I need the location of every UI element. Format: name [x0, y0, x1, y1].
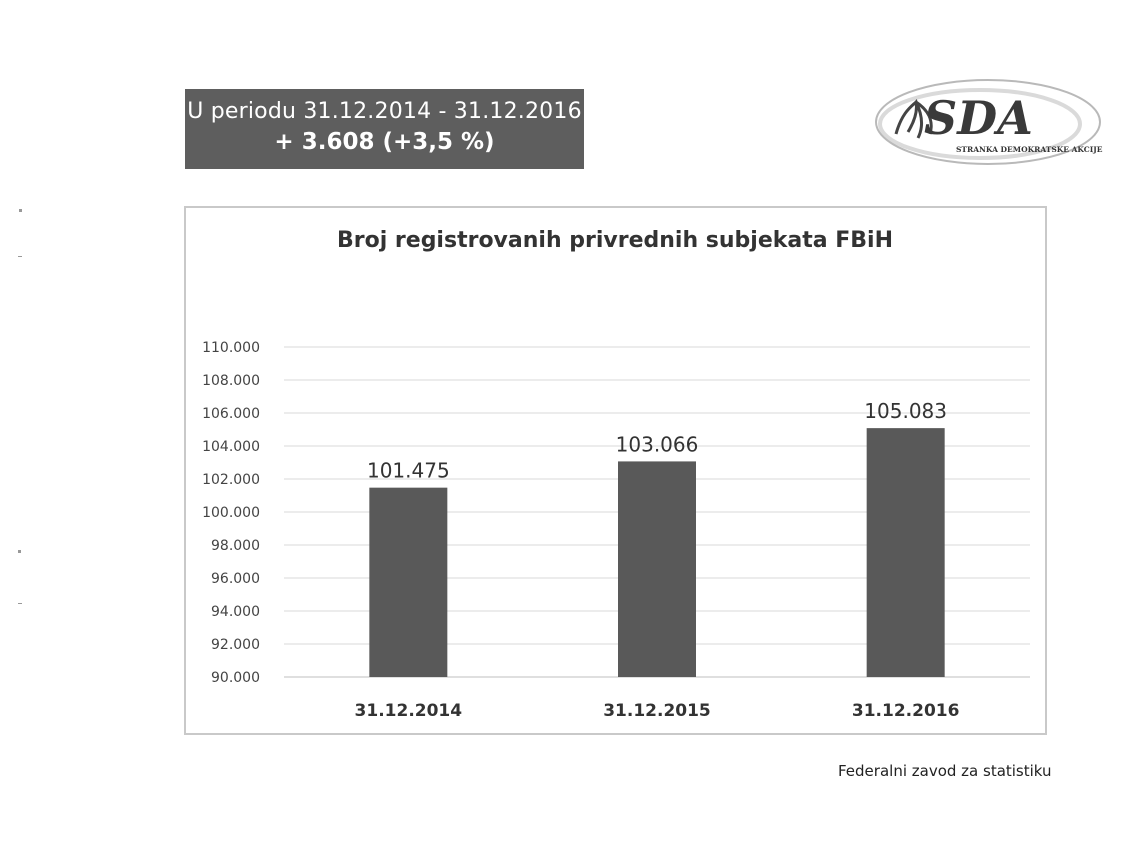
y-tick-label: 92.000: [211, 637, 260, 653]
y-tick-label: 90.000: [211, 670, 260, 686]
summary-box: U periodu 31.12.2014 - 31.12.2016 + 3.60…: [185, 89, 584, 169]
y-tick-label: 108.000: [202, 373, 260, 389]
scan-mark: [18, 550, 21, 553]
x-tick-label: 31.12.2015: [603, 701, 711, 721]
bar-chart: Broj registrovanih privrednih subjekata …: [202, 228, 1030, 721]
bar: [618, 461, 696, 677]
source-note: Federalni zavod za statistiku: [838, 762, 1052, 780]
scan-mark: [18, 603, 22, 604]
data-label: 101.475: [367, 459, 450, 483]
logo-full-name: STRANKA DEMOKRATSKE AKCIJE: [956, 145, 1103, 154]
y-tick-label: 104.000: [202, 439, 260, 455]
y-tick-label: 102.000: [202, 472, 260, 488]
scan-mark: [19, 209, 22, 212]
y-tick-label: 100.000: [202, 505, 260, 521]
bar: [866, 428, 945, 677]
scan-mark: [18, 256, 22, 257]
y-tick-label: 94.000: [211, 604, 260, 620]
bar: [369, 487, 448, 677]
x-tick-label: 31.12.2016: [852, 701, 960, 721]
summary-change-text: + 3.608 (+3,5 %): [274, 129, 495, 155]
sda-lily-logo-icon: SDA STRANKA DEMOKRATSKE AKCIJE: [868, 72, 1108, 172]
chart-title: Broj registrovanih privrednih subjekata …: [337, 228, 893, 253]
data-label: 103.066: [616, 432, 699, 456]
summary-period-text: U periodu 31.12.2014 - 31.12.2016: [187, 99, 582, 124]
x-tick-label: 31.12.2014: [355, 701, 463, 721]
y-tick-label: 106.000: [202, 406, 260, 422]
y-tick-label: 98.000: [211, 538, 260, 554]
data-label: 105.083: [864, 399, 947, 423]
logo-abbreviation: SDA: [924, 91, 1033, 145]
y-tick-label: 96.000: [211, 571, 260, 587]
y-tick-label: 110.000: [202, 340, 260, 356]
